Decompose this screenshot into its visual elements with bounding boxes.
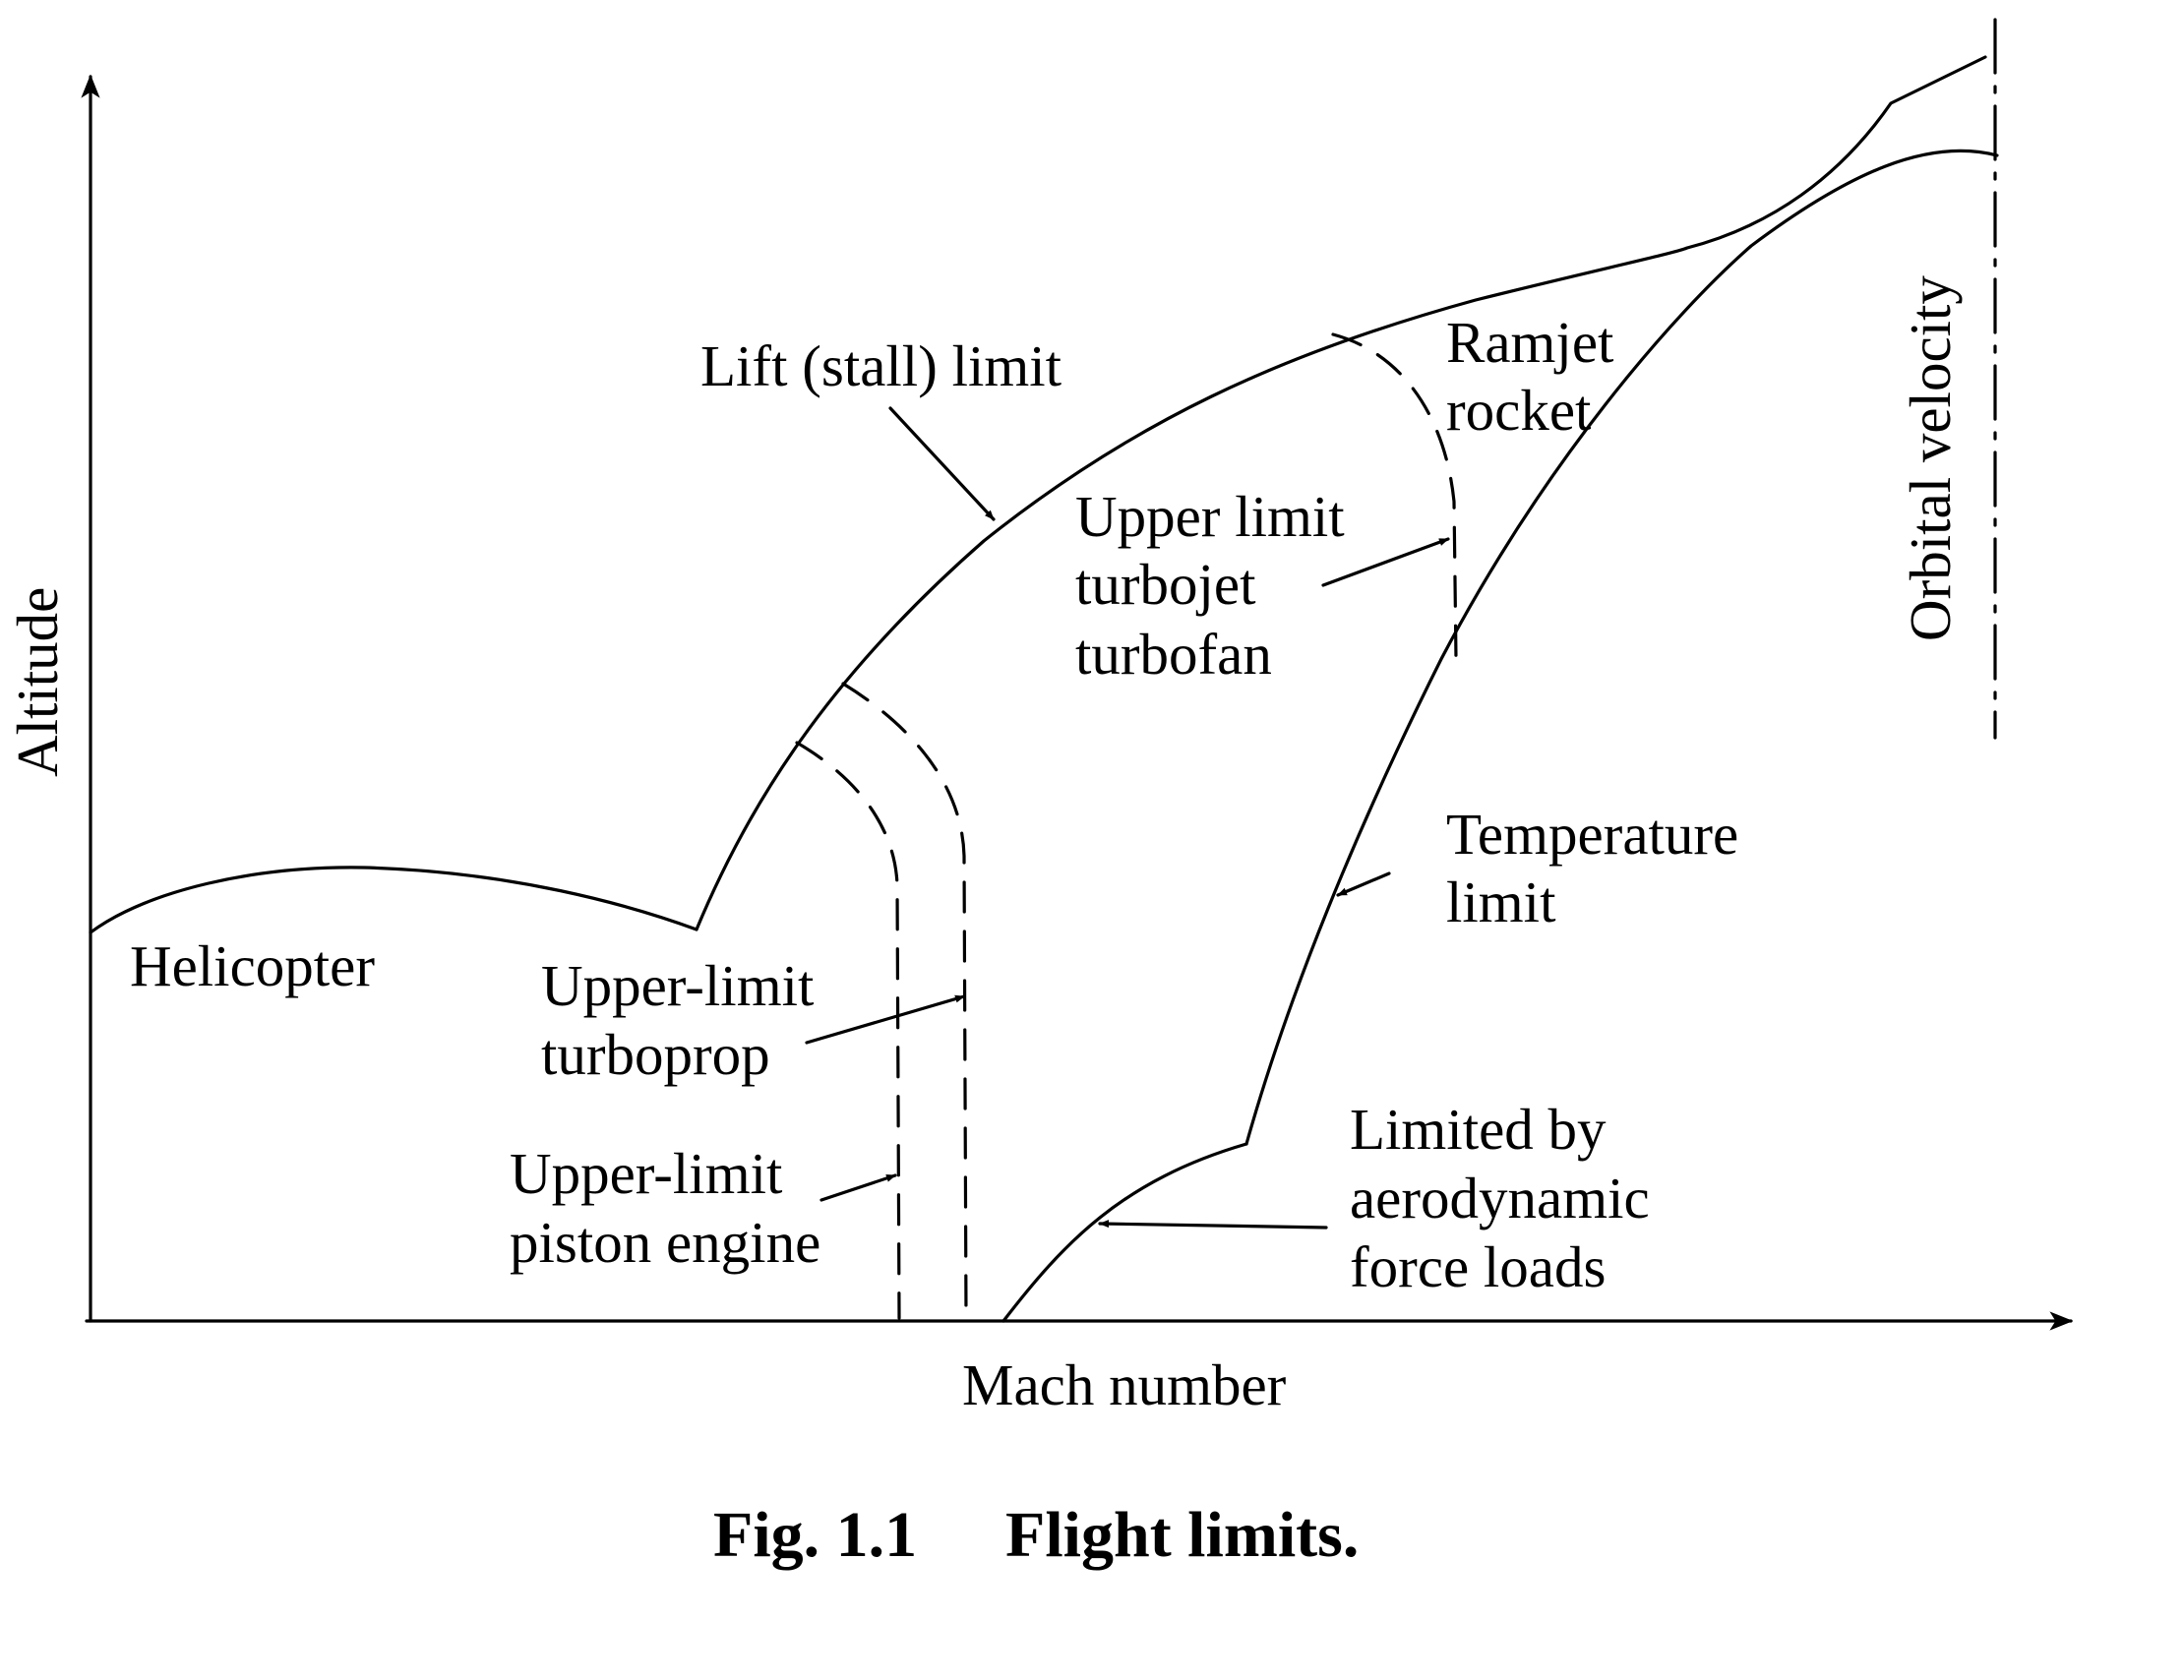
lift-stall-limit-label: Lift (stall) limit (700, 333, 1062, 398)
ramjet-label: Ramjet rocket (1446, 310, 1628, 443)
turboprop-arrow (805, 994, 966, 1045)
y-axis-label: Altitude (5, 587, 70, 777)
helicopter-label: Helicopter (130, 933, 375, 998)
upper-limit-piston-label: Upper-limit piston engine (510, 1141, 820, 1275)
turbojet-upper-limit-curve (1331, 332, 1458, 661)
upper-limit-turbojet-label: Upper limit turbojet turbofan (1075, 484, 1359, 687)
turboprop-upper-limit-curve (841, 682, 968, 1320)
aerodynamic-arrow (1098, 1220, 1328, 1230)
lift-limit-arrow (888, 406, 996, 521)
aerodynamic-loads-label: Limited by aerodynamic force loads (1350, 1097, 1664, 1299)
piston-arrow (819, 1173, 897, 1202)
turbojet-arrow (1321, 537, 1450, 587)
temperature-limit-curve (1244, 149, 1999, 1146)
x-axis-label: Mach number (962, 1352, 1287, 1417)
helicopter-limit-curve (89, 866, 698, 934)
orbital-velocity-label: Orbital velocity (1898, 275, 1963, 641)
upper-limit-turboprop-label: Upper-limit turboprop (541, 953, 828, 1087)
figure-caption-title: Flight limits. (1005, 1499, 1359, 1571)
temperature-limit-label: Temperature limit (1446, 802, 1753, 934)
aerodynamic-loads-curve (1001, 1142, 1248, 1323)
figure-caption-number: Fig. 1.1 (713, 1499, 917, 1571)
piston-upper-limit-curve (795, 741, 901, 1320)
temperature-limit-arrow (1336, 871, 1391, 897)
lift-stall-limit-curve (695, 55, 1987, 931)
